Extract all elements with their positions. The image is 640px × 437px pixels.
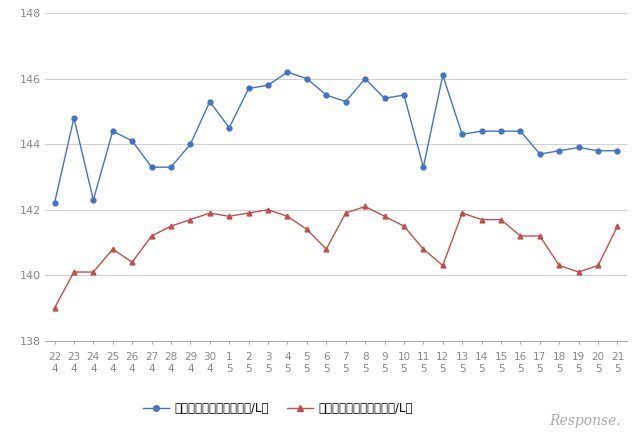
Text: 26: 26 bbox=[125, 352, 139, 362]
Text: 29: 29 bbox=[184, 352, 197, 362]
Text: 27: 27 bbox=[145, 352, 158, 362]
Text: 7: 7 bbox=[342, 352, 349, 362]
Text: 4: 4 bbox=[148, 364, 155, 375]
Text: 4: 4 bbox=[207, 364, 213, 375]
Text: 11: 11 bbox=[417, 352, 430, 362]
Text: 5: 5 bbox=[342, 364, 349, 375]
Text: 5: 5 bbox=[303, 364, 310, 375]
Text: 12: 12 bbox=[436, 352, 449, 362]
Legend: レギュラー看板価格（円/L）, レギュラー実売価格（円/L）: レギュラー看板価格（円/L）, レギュラー実売価格（円/L） bbox=[138, 398, 418, 420]
Text: 4: 4 bbox=[168, 364, 174, 375]
Text: 5: 5 bbox=[575, 364, 582, 375]
Text: 5: 5 bbox=[362, 364, 369, 375]
Text: 5: 5 bbox=[440, 364, 446, 375]
Text: 20: 20 bbox=[591, 352, 605, 362]
Text: 4: 4 bbox=[129, 364, 136, 375]
Text: 5: 5 bbox=[303, 352, 310, 362]
Text: 1: 1 bbox=[226, 352, 232, 362]
Text: 4: 4 bbox=[90, 364, 97, 375]
Text: 8: 8 bbox=[362, 352, 369, 362]
Text: 22: 22 bbox=[48, 352, 61, 362]
Text: 5: 5 bbox=[381, 364, 388, 375]
Text: 5: 5 bbox=[556, 364, 563, 375]
Text: 23: 23 bbox=[67, 352, 81, 362]
Text: 3: 3 bbox=[265, 352, 271, 362]
Text: 30: 30 bbox=[204, 352, 216, 362]
Text: 5: 5 bbox=[614, 364, 621, 375]
Text: 17: 17 bbox=[533, 352, 547, 362]
Text: 10: 10 bbox=[397, 352, 410, 362]
Text: 5: 5 bbox=[265, 364, 271, 375]
Text: 28: 28 bbox=[164, 352, 178, 362]
Text: 21: 21 bbox=[611, 352, 624, 362]
Text: 5: 5 bbox=[478, 364, 485, 375]
Text: 15: 15 bbox=[494, 352, 508, 362]
Text: 5: 5 bbox=[401, 364, 407, 375]
Text: 5: 5 bbox=[459, 364, 465, 375]
Text: 4: 4 bbox=[284, 352, 291, 362]
Text: 6: 6 bbox=[323, 352, 330, 362]
Text: Response.: Response. bbox=[549, 414, 621, 428]
Text: 4: 4 bbox=[109, 364, 116, 375]
Text: 14: 14 bbox=[475, 352, 488, 362]
Text: 25: 25 bbox=[106, 352, 120, 362]
Text: 5: 5 bbox=[323, 364, 330, 375]
Text: 5: 5 bbox=[245, 364, 252, 375]
Text: 16: 16 bbox=[514, 352, 527, 362]
Text: 24: 24 bbox=[86, 352, 100, 362]
Text: 9: 9 bbox=[381, 352, 388, 362]
Text: 5: 5 bbox=[536, 364, 543, 375]
Text: 4: 4 bbox=[187, 364, 194, 375]
Text: 5: 5 bbox=[226, 364, 232, 375]
Text: 5: 5 bbox=[284, 364, 291, 375]
Text: 19: 19 bbox=[572, 352, 586, 362]
Text: 2: 2 bbox=[245, 352, 252, 362]
Text: 5: 5 bbox=[595, 364, 602, 375]
Text: 4: 4 bbox=[51, 364, 58, 375]
Text: 5: 5 bbox=[420, 364, 427, 375]
Text: 4: 4 bbox=[70, 364, 77, 375]
Text: 5: 5 bbox=[517, 364, 524, 375]
Text: 18: 18 bbox=[552, 352, 566, 362]
Text: 13: 13 bbox=[456, 352, 469, 362]
Text: 5: 5 bbox=[498, 364, 504, 375]
